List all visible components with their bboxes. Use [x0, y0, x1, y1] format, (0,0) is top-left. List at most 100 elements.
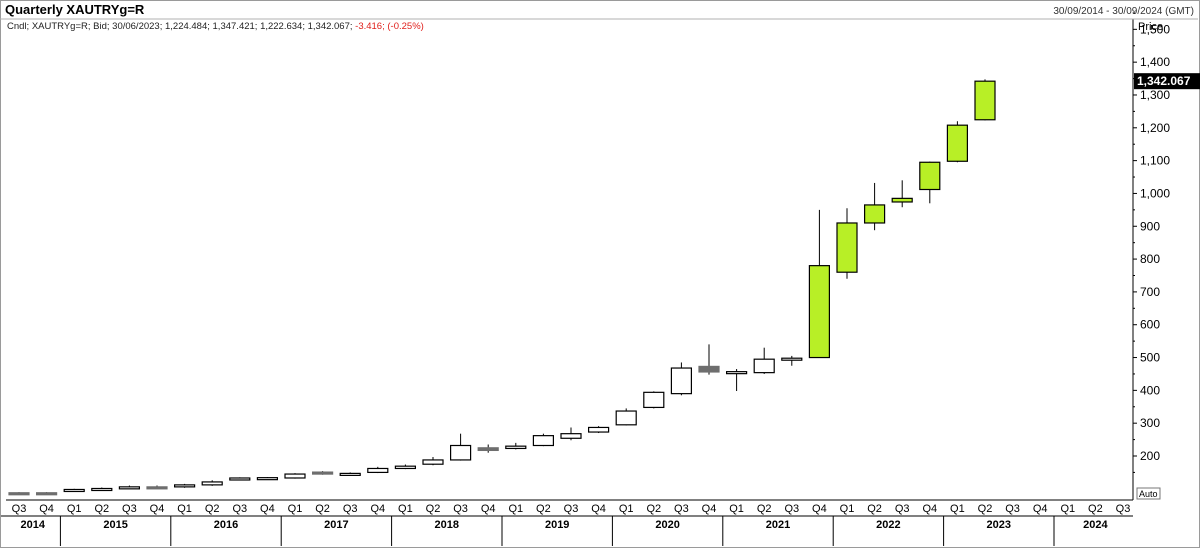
candle: [174, 483, 196, 488]
quarter-label: Q3: [343, 503, 358, 515]
quarter-label: Q3: [232, 503, 247, 515]
candle-body: [8, 492, 30, 496]
candle: [836, 208, 858, 279]
quarter-label: Q4: [260, 503, 275, 515]
year-label: 2014: [21, 519, 46, 531]
quarter-label: Q4: [481, 503, 496, 515]
candle: [670, 362, 693, 396]
candle-body: [505, 445, 527, 450]
candle: [863, 182, 886, 231]
quarter-label: Q4: [591, 503, 606, 515]
quarter-label: Q3: [784, 503, 799, 515]
candle: [560, 427, 582, 441]
quarter-label: Q3: [1005, 503, 1020, 515]
y-tick-label: 300: [1140, 416, 1160, 430]
quarter-label: Q2: [867, 503, 882, 515]
candle: [698, 344, 720, 375]
price-axis-title: Price: [1138, 21, 1163, 33]
quarter-label: Q4: [922, 503, 937, 515]
y-tick-label: 200: [1140, 449, 1160, 463]
quarter-label: Q1: [619, 503, 634, 515]
candle-body: [229, 477, 251, 481]
y-tick-label: 400: [1140, 383, 1160, 397]
candle: [587, 426, 610, 434]
last-price-badge: [1134, 73, 1200, 90]
candle: [781, 355, 803, 366]
candle: [808, 209, 831, 359]
quarter-label: Q1: [398, 503, 413, 515]
quarter-label: Q2: [315, 503, 330, 515]
quarter-label: Q1: [1060, 503, 1075, 515]
y-tick-label: 800: [1140, 252, 1160, 266]
y-tick-label: 600: [1140, 318, 1160, 332]
candle-body: [836, 222, 858, 273]
candle-body: [367, 467, 389, 474]
candle-body: [201, 481, 223, 486]
candle-body: [808, 265, 831, 359]
date-range: 30/09/2014 - 30/09/2024 (GMT): [1053, 6, 1194, 17]
candle: [201, 480, 223, 486]
quarter-label: Q3: [895, 503, 910, 515]
candle: [725, 369, 748, 392]
quarter-label: Q1: [729, 503, 744, 515]
year-label: 2021: [766, 519, 790, 531]
quarter-label: Q4: [1033, 503, 1048, 515]
quarter-label: Q2: [94, 503, 109, 515]
quarter-label: Q2: [757, 503, 772, 515]
candle: [891, 180, 913, 208]
candle-body: [312, 471, 334, 475]
year-label: 2019: [545, 519, 569, 531]
quarter-label: Q3: [122, 503, 137, 515]
year-label: 2024: [1083, 519, 1108, 531]
price-axis[interactable]: Price 200 300 400 500 600 700 800 900 1,000 1,100 1…: [0, 12, 1200, 500]
candle-body: [643, 391, 665, 409]
candle-body: [919, 161, 941, 191]
candle: [919, 161, 941, 204]
quarter-label: Q4: [812, 503, 827, 515]
candle-body: [63, 488, 85, 493]
quarter-label: Q4: [702, 503, 717, 515]
y-tick-label: 700: [1140, 285, 1160, 299]
y-tick-label: 1,400: [1140, 55, 1170, 69]
legend-values: Cndl; XAUTRYg=R; Bid; 30/06/2023; 1,224.…: [7, 21, 353, 32]
y-tick-label: 1,000: [1140, 186, 1170, 200]
auto-scale-button: [1136, 487, 1161, 500]
year-label: 2016: [214, 519, 238, 531]
year-label: 2017: [324, 519, 348, 531]
candle-body: [394, 465, 416, 470]
quarter-label: Q2: [646, 503, 661, 515]
y-tick-label: 500: [1140, 351, 1160, 365]
legend-change: -3.416; (-0.25%): [355, 21, 424, 32]
quarter-label: Q1: [288, 503, 303, 515]
auto-scale-label: Auto: [1139, 489, 1158, 499]
quarter-label: Q2: [426, 503, 441, 515]
candle-body: [891, 197, 913, 203]
quarter-label: Q1: [177, 503, 192, 515]
quarter-label: Q4: [150, 503, 165, 515]
candle: [532, 433, 555, 447]
candle-body: [339, 472, 361, 476]
candle: [450, 433, 472, 461]
candle-body: [560, 433, 582, 439]
candle-body: [118, 486, 141, 490]
candle-body: [146, 486, 168, 490]
year-label: 2015: [103, 519, 127, 531]
quarter-label: Q3: [564, 503, 579, 515]
year-label: 2020: [655, 519, 679, 531]
candle: [118, 485, 141, 490]
candle: [35, 492, 58, 496]
time-axis[interactable]: Q3 Q4 Q1 Q2 Q3 Q4 Q1 Q2 Q3 Q4 Q1 Q2 Q3 Q4 Q1 Q2 Q3 Q4 Q1 Q2…: [1, 499, 1133, 546]
year-label: 2023: [987, 519, 1011, 531]
candle: [505, 442, 527, 450]
candle-body: [284, 473, 306, 479]
candle-body: [174, 484, 196, 488]
candle-body: [974, 80, 996, 121]
candle: [63, 488, 85, 493]
candle: [8, 492, 30, 496]
quarter-label: Q1: [67, 503, 82, 515]
candle: [753, 347, 775, 374]
candle-body: [587, 426, 610, 433]
candle-body: [35, 492, 58, 496]
quarter-label: Q3: [12, 503, 27, 515]
candle: [146, 485, 168, 490]
